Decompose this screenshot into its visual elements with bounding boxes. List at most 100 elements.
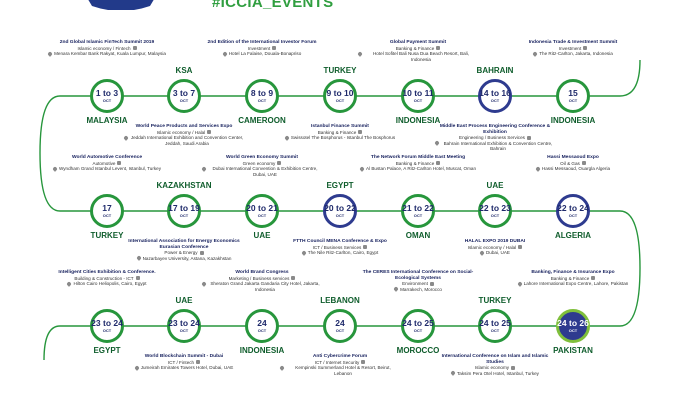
event-venue: The Nile Ritz-Carlton, Cairo, Egypt (307, 250, 379, 256)
event-title: World Green Economy Summit (226, 155, 298, 160)
country-label: INDONESIA (395, 116, 441, 125)
event-card[interactable]: World Blockchain Summit - Dubai ICT / Fin… (124, 354, 244, 371)
date-badge[interactable]: 24 to 25 OCT (401, 309, 435, 343)
country-label: PAKISTAN (553, 346, 593, 355)
event-venue: Hassi Messaoud, Ouargla Algeria (541, 166, 611, 172)
date-badge[interactable]: 1 to 3 OCT (90, 79, 124, 113)
event-card[interactable]: Intelligent Cities Exhibition & Conferen… (47, 270, 167, 287)
event-category-row: Banking & Finance (280, 130, 400, 136)
event-venue: Hotel La Falaise, Douala-Bonapriso (228, 51, 302, 57)
country-label: KSA (175, 66, 193, 75)
event-venue: Lahore International Expo Centre, Lahore… (523, 281, 629, 287)
event-category-row: Banking & Finance (358, 46, 478, 52)
date-badge[interactable]: 17 to 19 OCT (167, 194, 201, 228)
people-icon (117, 161, 122, 166)
event-category-row: Investment (513, 46, 633, 52)
date-badge[interactable]: 14 to 16 OCT (478, 79, 512, 113)
date-badge[interactable]: 10 to 11 OCT (401, 79, 435, 113)
event-card[interactable]: Anti Cybercrime Forum ICT / Internet Secu… (279, 354, 400, 376)
event-venue-row: Taksim Pera Otel Hotel, Istanbul, Turkey (435, 370, 555, 377)
event-category: Engineering / Business Services (459, 135, 525, 141)
date-month: OCT (179, 328, 189, 333)
event-title: World Brand Congress (235, 270, 289, 275)
date-badge[interactable]: 24 OCT (245, 309, 279, 343)
event-venue: Taksim Pera Otel Hotel, Istanbul, Turkey (457, 370, 539, 376)
date-badge[interactable]: 15 OCT (556, 79, 590, 113)
date-month: OCT (568, 328, 578, 333)
people-icon (207, 130, 212, 135)
date-month: OCT (568, 98, 578, 103)
event-category-row: ICT / Business Services (280, 245, 400, 251)
event-card[interactable]: 2nd Edition of the International Investo… (202, 40, 322, 57)
date-range: 9 to 10 (326, 88, 354, 98)
date-range: 3 to 7 (172, 88, 196, 98)
country-label: EGYPT (93, 346, 121, 355)
country-label: MOROCCO (396, 346, 440, 355)
date-range: 17 to 19 (168, 203, 200, 213)
date-range: 22 to 23 (479, 203, 511, 213)
event-venue: Bahrain International Exhibition & Conve… (443, 140, 553, 152)
date-badge[interactable]: 24 OCT (323, 309, 357, 343)
event-card[interactable]: World Brand Congress Marketing / Business… (201, 270, 322, 292)
event-card[interactable]: World Peace Products and Services Expo Is… (123, 124, 244, 146)
event-card[interactable]: Indonesia Trade & Investment Summit Inves… (513, 40, 633, 57)
event-card[interactable]: World Automotive Conference Automotive Wyn… (47, 155, 167, 172)
event-card[interactable]: Middle East Process Engineering Conferen… (434, 124, 555, 152)
date-badge[interactable]: 24 to 25 OCT (478, 309, 512, 343)
date-range: 20 to 22 (324, 203, 356, 213)
date-badge[interactable]: 8 to 9 OCT (245, 79, 279, 113)
date-badge[interactable]: 23 to 24 OCT (167, 309, 201, 343)
location-pin-icon (279, 364, 285, 371)
date-badge[interactable]: 22 to 24 OCT (556, 194, 590, 228)
event-card[interactable]: 2nd Global Islamic FinTech Summit 2019 Is… (47, 40, 167, 57)
hashtag-title: #ICCIA_EVENTS (212, 0, 334, 11)
event-category: Investment (558, 45, 582, 51)
event-card[interactable]: The Network Forum Middle East Meeting Ban… (358, 155, 478, 172)
event-category: Building & Construction - ICT (74, 275, 134, 281)
date-range: 24 to 26 (557, 318, 589, 328)
event-category: Islamic economy / Halal (467, 244, 517, 250)
event-card[interactable]: FTTH Council MENA Conference & Expo ICT /… (280, 239, 400, 256)
event-title: The CERES International Conference on So… (362, 270, 474, 281)
event-card[interactable]: World Green Economy Summit Green economy D… (201, 155, 322, 177)
event-card[interactable]: Hassi Messaoud Expo Oil & Gas Hassi Messao… (513, 155, 633, 172)
date-badge[interactable]: 21 to 22 OCT (401, 194, 435, 228)
date-month: OCT (102, 98, 112, 103)
event-category: Islamic economy / Fintech (77, 45, 131, 51)
location-pin-icon (450, 370, 456, 377)
event-venue-row: Jeddah International Exhibition and Conv… (123, 134, 244, 146)
event-title: Banking, Finance & Insurance Expo (531, 270, 615, 275)
location-pin-icon (123, 134, 129, 141)
event-venue: Marrakech, Morocco (400, 286, 442, 292)
date-badge[interactable]: 24 to 26 OCT (556, 309, 590, 343)
event-category: Marketing / Business services (228, 275, 290, 281)
event-title: International Conference on Islam and Is… (441, 354, 549, 365)
people-icon (429, 281, 434, 286)
date-range: 24 (335, 318, 345, 328)
date-badge[interactable]: 22 to 23 OCT (478, 194, 512, 228)
people-icon (361, 360, 366, 365)
event-card[interactable]: Global Payment Summit Banking & Finance Ho… (357, 40, 478, 62)
event-venue: Sheraton Grand Jakarta Gandaria City Hot… (210, 281, 320, 292)
event-venue: Wyndham Grand Istanbul Levent, Istanbul,… (58, 166, 162, 172)
country-label: KAZAKHSTAN (156, 181, 212, 190)
event-card[interactable]: International Association for Energy Eco… (124, 239, 244, 262)
event-category: Environment (402, 281, 428, 287)
date-badge[interactable]: 3 to 7 OCT (167, 79, 201, 113)
event-card[interactable]: The CERES International Conference on So… (358, 270, 478, 293)
event-venue: Kempinski Summerland Hotel & Resort, Bei… (295, 365, 391, 376)
date-badge[interactable]: 17 OCT (90, 194, 124, 228)
event-card[interactable]: Banking, Finance & Insurance Expo Banking… (513, 270, 633, 287)
event-category-row: Power & Energy (124, 250, 244, 256)
event-title: Anti Cybercrime Forum (312, 354, 368, 359)
event-venue-row: Dubai, UAE (435, 249, 555, 256)
date-badge[interactable]: 20 to 22 OCT (323, 194, 357, 228)
event-card[interactable]: HALAL EXPO 2019 DUBAI Islamic economy / H… (435, 239, 555, 256)
event-card[interactable]: Istanbul Finance Summit Banking & Finance… (280, 124, 400, 141)
date-badge[interactable]: 20 to 21 OCT (245, 194, 279, 228)
date-badge[interactable]: 9 to 10 OCT (323, 79, 357, 113)
event-card[interactable]: International Conference on Islam and Is… (435, 354, 555, 377)
date-range: 1 to 3 (95, 88, 119, 98)
location-pin-icon (47, 50, 53, 57)
date-badge[interactable]: 23 to 24 OCT (90, 309, 124, 343)
